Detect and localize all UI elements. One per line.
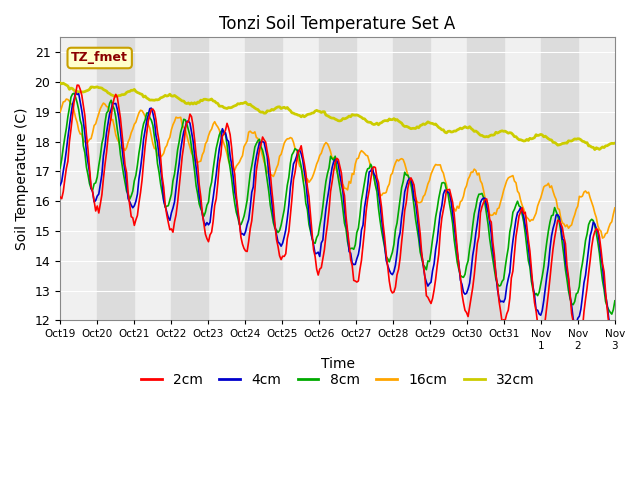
- Title: Tonzi Soil Temperature Set A: Tonzi Soil Temperature Set A: [220, 15, 456, 33]
- 8cm: [608, 311, 616, 317]
- Bar: [467, 37, 504, 321]
- 4cm: [56, 182, 64, 188]
- Line: 8cm: 8cm: [60, 93, 615, 314]
- 16cm: [63, 96, 70, 102]
- 16cm: [56, 109, 64, 115]
- 32cm: [240, 100, 248, 106]
- 32cm: [591, 147, 598, 153]
- 8cm: [611, 298, 619, 304]
- Line: 4cm: 4cm: [60, 93, 615, 331]
- Line: 32cm: 32cm: [60, 83, 615, 150]
- 16cm: [242, 141, 250, 147]
- 16cm: [611, 205, 619, 211]
- Line: 16cm: 16cm: [60, 99, 615, 238]
- 4cm: [126, 199, 134, 204]
- 4cm: [72, 90, 79, 96]
- 32cm: [611, 140, 619, 146]
- 2cm: [611, 349, 619, 355]
- Bar: [171, 37, 208, 321]
- 2cm: [609, 349, 617, 355]
- 2cm: [242, 248, 250, 254]
- 32cm: [56, 80, 64, 86]
- 16cm: [251, 129, 259, 135]
- 8cm: [242, 206, 250, 212]
- 2cm: [251, 188, 259, 193]
- 4cm: [582, 272, 589, 278]
- X-axis label: Time: Time: [321, 357, 355, 371]
- 4cm: [251, 163, 259, 168]
- 2cm: [56, 194, 64, 200]
- Bar: [245, 37, 282, 321]
- 32cm: [221, 105, 229, 111]
- 16cm: [126, 135, 134, 141]
- 8cm: [582, 238, 589, 243]
- Bar: [393, 37, 430, 321]
- 4cm: [611, 328, 619, 334]
- 32cm: [299, 112, 307, 118]
- Bar: [541, 37, 578, 321]
- 4cm: [300, 169, 308, 175]
- 8cm: [300, 185, 308, 191]
- Text: TZ_fmet: TZ_fmet: [71, 51, 128, 64]
- Y-axis label: Soil Temperature (C): Soil Temperature (C): [15, 108, 29, 250]
- 2cm: [126, 203, 134, 208]
- 32cm: [580, 139, 588, 144]
- Line: 2cm: 2cm: [60, 85, 615, 352]
- 4cm: [242, 228, 250, 234]
- 8cm: [126, 196, 134, 202]
- 32cm: [124, 89, 132, 95]
- 16cm: [300, 176, 308, 182]
- Legend: 2cm, 4cm, 8cm, 16cm, 32cm: 2cm, 4cm, 8cm, 16cm, 32cm: [135, 368, 540, 393]
- 4cm: [223, 137, 231, 143]
- 8cm: [56, 165, 64, 171]
- 2cm: [223, 120, 231, 126]
- 32cm: [250, 104, 257, 110]
- 16cm: [223, 151, 231, 157]
- Bar: [97, 37, 134, 321]
- 2cm: [74, 82, 81, 88]
- 8cm: [223, 142, 231, 147]
- 8cm: [251, 144, 259, 150]
- 16cm: [582, 188, 589, 194]
- 8cm: [70, 90, 78, 96]
- 2cm: [582, 296, 589, 302]
- Bar: [319, 37, 356, 321]
- 16cm: [598, 235, 606, 241]
- 4cm: [608, 328, 616, 334]
- 2cm: [300, 160, 308, 166]
